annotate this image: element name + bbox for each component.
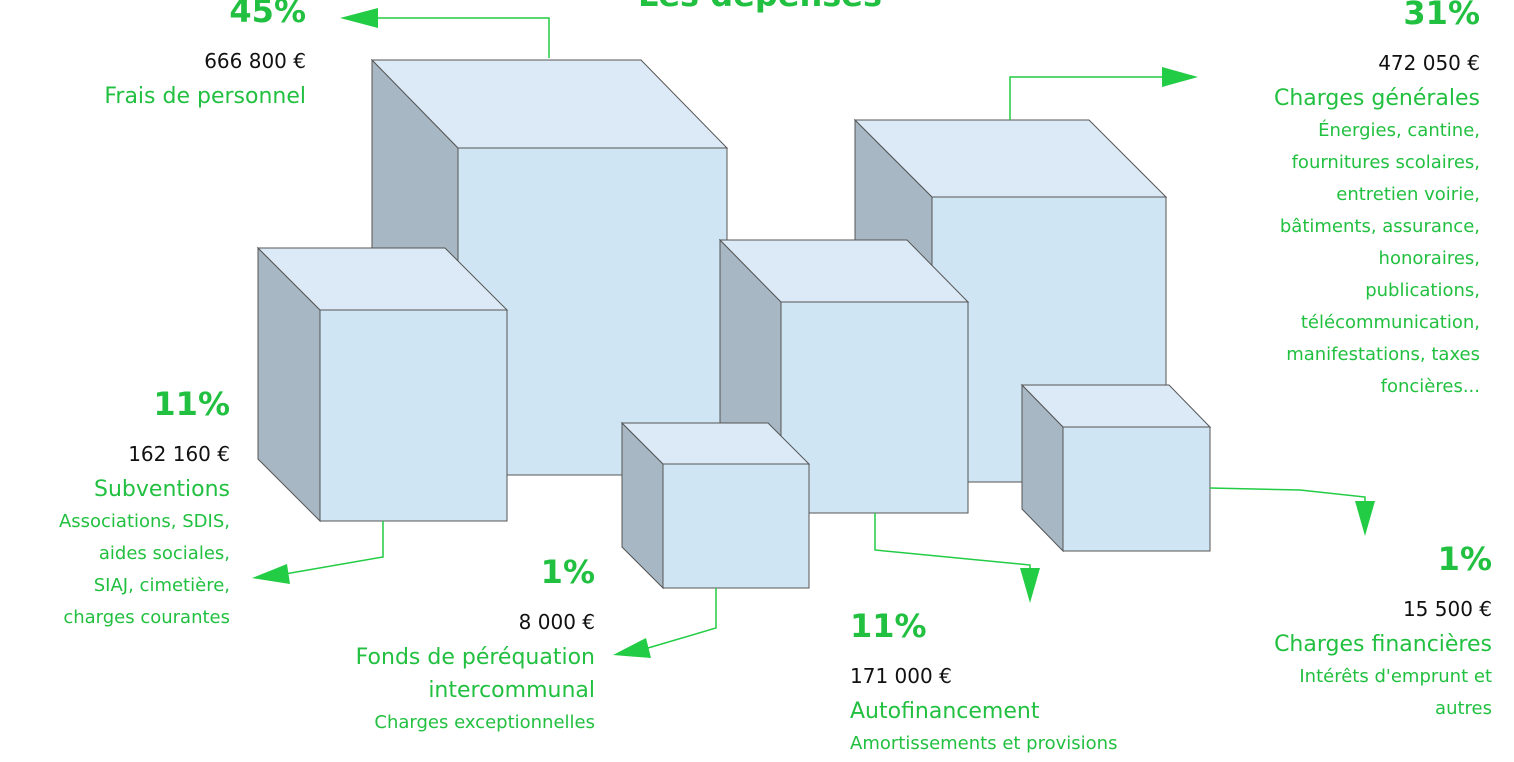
cube-front <box>662 463 810 589</box>
arrow-head <box>1355 501 1375 536</box>
item: 45% 666 800 € Frais de personnel <box>104 0 306 109</box>
cube-front <box>319 309 508 522</box>
detail: SIAJ, cimetière, <box>94 575 230 596</box>
amount: 8 000 € <box>519 610 595 634</box>
percent: 11% <box>850 607 927 645</box>
label: Fonds de péréquation <box>356 645 595 670</box>
item: 11% 162 160 € Subventions Associations, SDI… <box>59 385 230 628</box>
percent: 1% <box>1438 540 1492 578</box>
detail: manifestations, taxes <box>1286 344 1480 365</box>
labels: 45% 666 800 € Frais de personnel 31% 472 050… <box>59 0 1492 754</box>
percent: 11% <box>153 385 230 423</box>
amount: 472 050 € <box>1378 51 1480 75</box>
label: Charges financières <box>1274 632 1492 657</box>
detail: charges courantes <box>63 607 230 628</box>
cube-front <box>780 301 969 514</box>
detail: foncières... <box>1381 376 1480 397</box>
arrow-head <box>1162 67 1198 87</box>
arrow <box>874 513 1031 570</box>
detail: entretien voirie, <box>1336 184 1480 205</box>
label: Frais de personnel <box>104 84 306 109</box>
arrow <box>1209 487 1366 502</box>
detail: autres <box>1435 698 1492 719</box>
arrow <box>375 17 550 58</box>
arrow-head <box>613 638 651 658</box>
amount: 171 000 € <box>850 664 952 688</box>
item: 31% 472 050 € Charges générales Énergies, c… <box>1274 0 1480 397</box>
cube <box>1020 383 1212 553</box>
detail: Associations, SDIS, <box>59 511 230 532</box>
arrow <box>1009 76 1165 120</box>
cubes <box>256 58 1212 590</box>
detail: aides sociales, <box>99 543 230 564</box>
label: Subventions <box>94 477 230 502</box>
item: 11% 171 000 € Autofinancement Amortissement… <box>850 607 1117 754</box>
arrows <box>252 8 1375 658</box>
detail: télécommunication, <box>1301 312 1480 333</box>
amount: 162 160 € <box>128 442 230 466</box>
arrow-head <box>1020 568 1040 603</box>
label: Charges générales <box>1274 86 1480 111</box>
cube-front <box>1062 426 1211 552</box>
arrow-head <box>340 8 378 28</box>
arrow-head <box>252 564 290 584</box>
percent: 31% <box>1403 0 1480 32</box>
detail: publications, <box>1365 280 1480 301</box>
detail: Amortissements et provisions <box>850 733 1117 754</box>
amount: 666 800 € <box>204 49 306 73</box>
detail: Intérêts d'emprunt et <box>1299 666 1492 687</box>
label: Autofinancement <box>850 699 1040 724</box>
arrow <box>284 521 384 575</box>
percent: 45% <box>229 0 306 30</box>
arrow <box>647 588 717 649</box>
detail: honoraires, <box>1379 248 1480 269</box>
item: 1% 8 000 € Fonds de péréquation intercommun… <box>356 553 595 733</box>
label: intercommunal <box>428 678 595 703</box>
cube <box>256 246 509 523</box>
amount: 15 500 € <box>1403 597 1492 621</box>
item: 1% 15 500 € Charges financières Intérêts d'… <box>1274 540 1492 719</box>
title: Les dépenses <box>638 0 882 14</box>
cube <box>620 421 811 590</box>
percent: 1% <box>541 553 595 591</box>
detail: bâtiments, assurance, <box>1280 216 1480 237</box>
detail: Énergies, cantine, <box>1318 119 1480 141</box>
detail: Charges exceptionnelles <box>374 712 595 733</box>
detail: fournitures scolaires, <box>1292 152 1480 173</box>
